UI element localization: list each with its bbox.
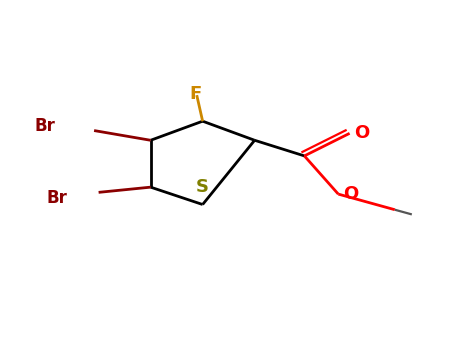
Text: Br: Br <box>46 189 67 206</box>
Text: S: S <box>196 178 209 196</box>
Text: Br: Br <box>35 117 56 135</box>
Text: F: F <box>190 85 202 103</box>
Text: O: O <box>354 124 369 142</box>
Text: O: O <box>343 185 358 203</box>
